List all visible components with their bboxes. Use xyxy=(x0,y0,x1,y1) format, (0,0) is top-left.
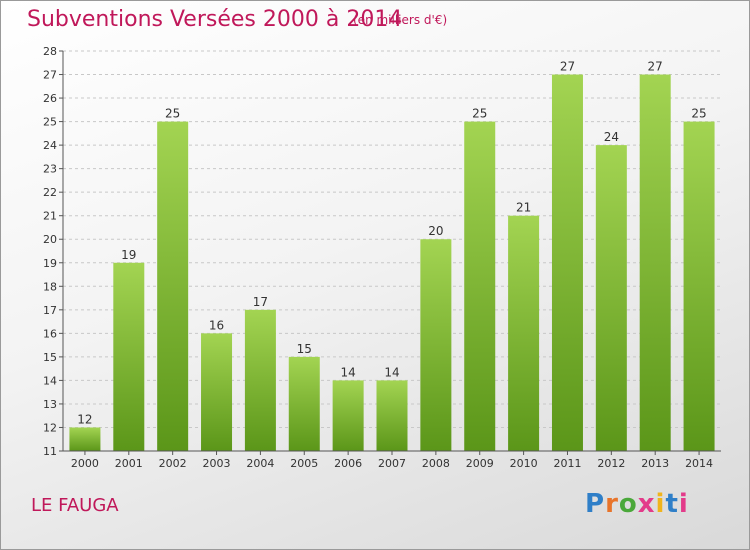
y-tick-label: 23 xyxy=(43,163,57,176)
logo-letter: x xyxy=(637,489,656,519)
y-tick-label: 15 xyxy=(43,351,57,364)
logo-letter: i xyxy=(655,489,666,519)
data-label: 21 xyxy=(516,201,531,215)
data-label: 27 xyxy=(648,60,663,74)
y-tick-label: 17 xyxy=(43,304,57,317)
x-tick-label: 2010 xyxy=(510,457,538,470)
x-tick-label: 2007 xyxy=(378,457,406,470)
bar xyxy=(201,333,233,451)
data-label: 24 xyxy=(604,130,619,144)
y-tick-label: 28 xyxy=(43,45,57,58)
data-label: 14 xyxy=(384,365,399,379)
x-tick-label: 2004 xyxy=(246,457,274,470)
y-tick-label: 12 xyxy=(43,421,57,434)
y-tick-label: 24 xyxy=(43,139,57,152)
y-tick-label: 16 xyxy=(43,327,57,340)
data-label: 27 xyxy=(560,60,575,74)
bar xyxy=(288,356,320,451)
bar xyxy=(420,239,452,451)
logo-letter: P xyxy=(585,489,606,519)
x-tick-label: 2002 xyxy=(159,457,187,470)
x-tick-label: 2012 xyxy=(597,457,625,470)
bar xyxy=(157,121,189,452)
chart-title: Subventions Versées 2000 à 2014 xyxy=(27,7,403,32)
x-tick-label: 2014 xyxy=(685,457,713,470)
place-name: LE FAUGA xyxy=(31,495,119,516)
y-tick-label: 11 xyxy=(43,445,57,458)
bar xyxy=(595,145,627,451)
logo-letter: r xyxy=(605,489,619,519)
bar xyxy=(464,121,496,452)
data-label: 25 xyxy=(165,107,180,121)
bar xyxy=(69,427,101,451)
data-label: 16 xyxy=(209,318,224,332)
data-label: 12 xyxy=(77,412,92,426)
x-tick-label: 2011 xyxy=(553,457,581,470)
x-tick-label: 2008 xyxy=(422,457,450,470)
bar xyxy=(244,309,276,451)
bar xyxy=(376,380,408,451)
bar xyxy=(551,74,583,451)
y-tick-label: 14 xyxy=(43,374,57,387)
y-tick-label: 21 xyxy=(43,210,57,223)
logo-letter: t xyxy=(665,489,679,519)
y-tick-label: 26 xyxy=(43,92,57,105)
y-tick-label: 19 xyxy=(43,257,57,270)
logo-letter: o xyxy=(618,489,638,519)
data-label: 14 xyxy=(340,365,355,379)
data-label: 19 xyxy=(121,248,136,262)
x-tick-label: 2009 xyxy=(466,457,494,470)
data-label: 17 xyxy=(253,295,268,309)
x-tick-label: 2013 xyxy=(641,457,669,470)
y-tick-label: 13 xyxy=(43,398,57,411)
chart-unit: (en milliers d'€) xyxy=(353,13,448,27)
data-label: 25 xyxy=(472,107,487,121)
x-tick-label: 2005 xyxy=(290,457,318,470)
y-tick-label: 20 xyxy=(43,233,57,246)
bar xyxy=(113,262,145,451)
proxiti-logo: Proxiti xyxy=(585,489,689,519)
data-label: 15 xyxy=(297,342,312,356)
y-tick-label: 27 xyxy=(43,69,57,82)
x-tick-label: 2001 xyxy=(115,457,143,470)
x-tick-label: 2000 xyxy=(71,457,99,470)
y-tick-label: 25 xyxy=(43,116,57,129)
bar xyxy=(332,380,364,451)
y-tick-label: 22 xyxy=(43,186,57,199)
x-tick-label: 2003 xyxy=(203,457,231,470)
logo-letter: i xyxy=(678,489,689,519)
bar xyxy=(639,74,671,451)
bar xyxy=(683,121,715,452)
x-tick-label: 2006 xyxy=(334,457,362,470)
y-tick-label: 18 xyxy=(43,280,57,293)
data-label: 20 xyxy=(428,224,443,238)
bar xyxy=(508,215,540,451)
data-label: 25 xyxy=(691,107,706,121)
